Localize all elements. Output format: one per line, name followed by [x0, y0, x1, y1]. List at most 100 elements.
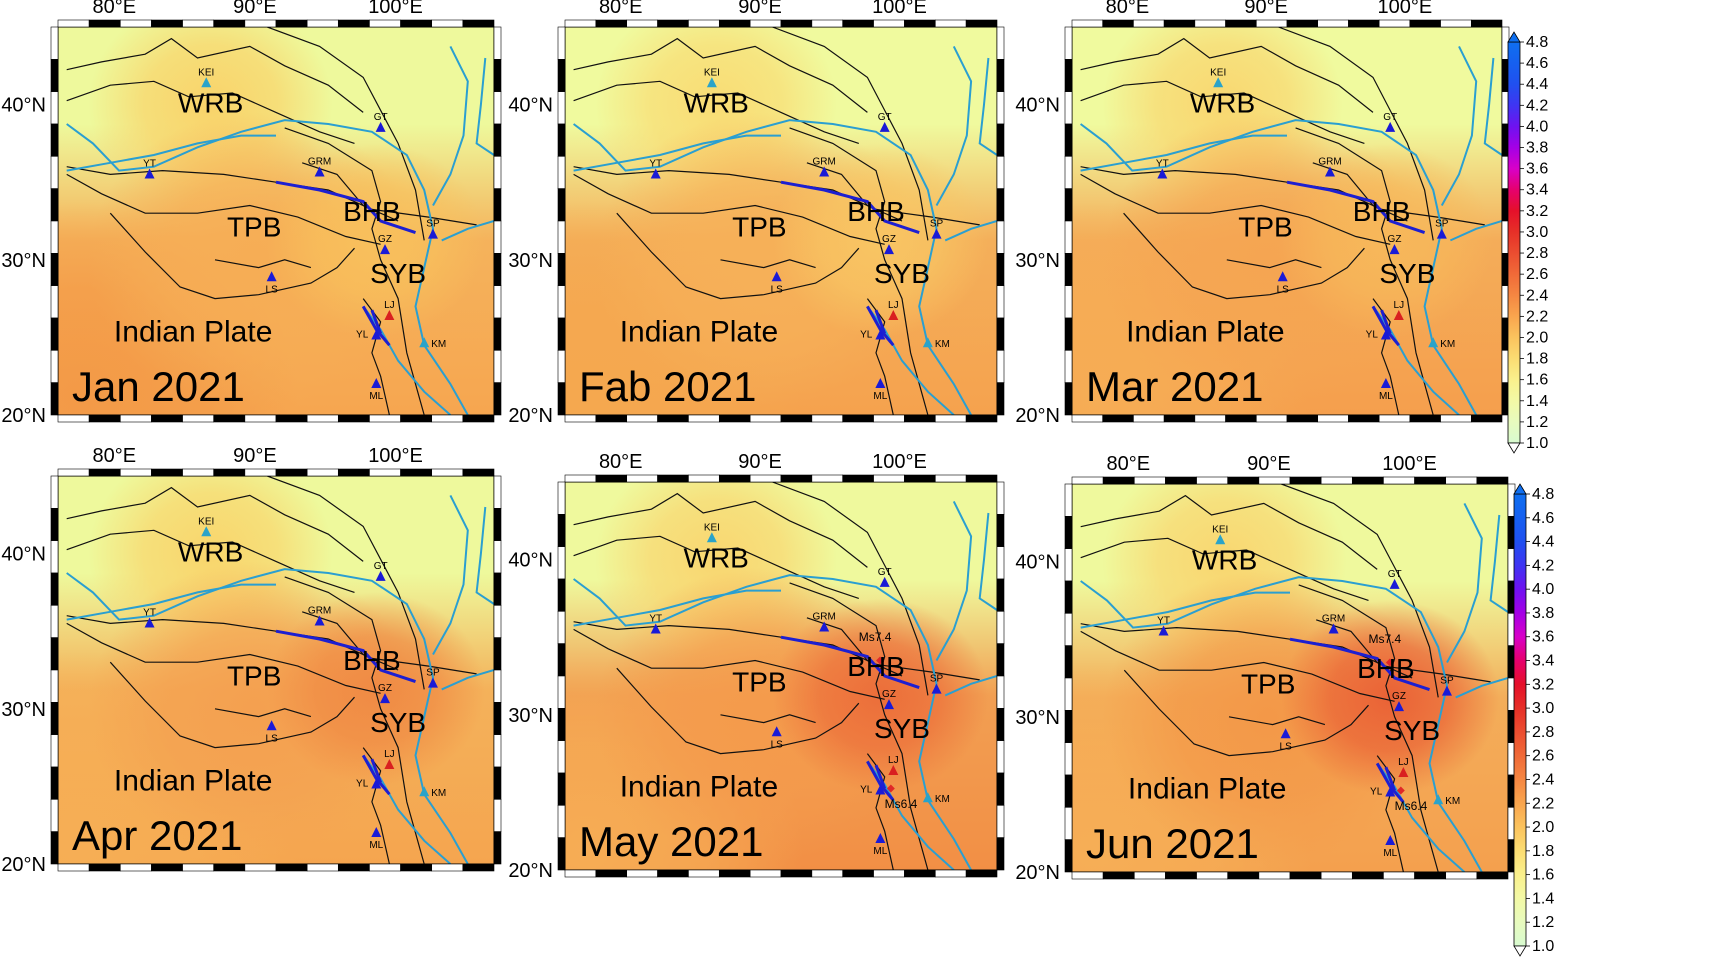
- colorbar-max-arrow: [1507, 31, 1521, 43]
- station-marker: [1433, 794, 1444, 805]
- region-label: WRB: [1192, 544, 1257, 575]
- frame-segment: [50, 382, 59, 416]
- longitude-tick-label: 90°E: [1247, 453, 1291, 475]
- river: [66, 119, 469, 415]
- frame-segment: [1476, 476, 1509, 485]
- frame-segment: [1225, 414, 1257, 423]
- frame-segment: [626, 869, 658, 878]
- block-boundary: [573, 37, 868, 113]
- frame-segment: [493, 285, 502, 319]
- frame-segment: [1440, 19, 1472, 28]
- longitude-tick-label: 90°E: [738, 451, 782, 473]
- frame-segment: [1133, 871, 1166, 880]
- value-field: KEI GT YT GRM SP GZ LS LJ YL KM ML WRB TPB BHB SYB Indi…: [565, 27, 997, 415]
- longitude-tick-label: 90°E: [1244, 0, 1288, 18]
- colorbar-tick-label: 3.8: [1526, 140, 1548, 157]
- station-label: GRM: [813, 157, 836, 168]
- river: [944, 675, 997, 697]
- station-marker: [266, 720, 277, 731]
- frame-segment: [996, 26, 1005, 60]
- frame-segment: [50, 702, 59, 735]
- frame-segment: [1476, 871, 1509, 880]
- frame-segment: [873, 414, 905, 423]
- station-marker: [1389, 244, 1400, 255]
- frame-segment: [244, 19, 277, 28]
- region-label: Indian Plate: [1126, 315, 1284, 348]
- station-label: YT: [143, 607, 156, 618]
- frame-segment: [557, 26, 566, 60]
- frame-segment: [557, 514, 566, 547]
- block-boundary: [573, 80, 859, 144]
- frame-segment: [749, 414, 782, 423]
- frame-segment: [996, 220, 1005, 254]
- frame-segment: [50, 91, 59, 125]
- frame-segment: [557, 91, 566, 125]
- station-marker: [884, 699, 894, 710]
- frame-segment: [50, 637, 59, 671]
- river: [1446, 502, 1483, 663]
- frame-segment: [996, 156, 1005, 189]
- frame-segment: [182, 468, 215, 477]
- earthquake-epicenter: [876, 656, 885, 665]
- frame-segment: [50, 317, 59, 351]
- river: [432, 45, 469, 206]
- region-label: BHB: [343, 196, 401, 227]
- block-boundary: [1298, 584, 1439, 872]
- month-label: Apr 2021: [72, 812, 242, 859]
- frame-segment: [557, 317, 566, 351]
- river: [1440, 45, 1478, 206]
- frame-segment: [369, 414, 401, 423]
- station-label: KEI: [198, 516, 214, 527]
- colorbar-tick-label: 4.8: [1532, 486, 1554, 503]
- station-marker: [314, 615, 325, 626]
- frame-segment: [564, 474, 597, 483]
- frame-segment: [50, 799, 59, 832]
- colorbar-tick-label: 3.4: [1526, 182, 1548, 199]
- station-label: KEI: [1210, 67, 1226, 78]
- station-marker: [1157, 168, 1168, 179]
- region-label: SYB: [370, 707, 426, 738]
- frame-segment: [337, 19, 370, 28]
- longitude-tick-label: 100°E: [368, 445, 423, 467]
- river: [935, 500, 973, 661]
- frame-segment: [493, 766, 502, 800]
- frame-segment: [493, 702, 502, 735]
- frame-segment: [50, 605, 59, 638]
- river: [1079, 119, 1478, 415]
- station-label: SP: [426, 668, 440, 679]
- frame-segment: [1470, 19, 1503, 28]
- frame-segment: [119, 19, 152, 28]
- region-label: BHB: [1357, 653, 1415, 684]
- frame-segment: [369, 19, 401, 28]
- value-field: KEI GT YT GRM SP GZ LS LJ YL KM ML Ms7.4 Ms6.4 WRB TPB…: [565, 482, 997, 870]
- region-label: TPB: [1241, 669, 1295, 700]
- colorbar-tick-label: 2.0: [1526, 329, 1548, 346]
- frame-segment: [151, 468, 183, 477]
- station-label: SP: [1435, 219, 1449, 230]
- block-boundary: [573, 535, 859, 599]
- frame-segment: [50, 508, 59, 541]
- region-label: WRB: [684, 542, 749, 573]
- colorbar-tick-label: 2.4: [1532, 771, 1554, 788]
- frame-segment: [557, 708, 566, 741]
- frame-segment: [1414, 476, 1447, 485]
- frame-segment: [749, 869, 782, 878]
- frame-segment: [1071, 476, 1104, 485]
- frame-segment: [400, 468, 433, 477]
- block-boundary: [789, 127, 929, 415]
- frame-segment: [557, 285, 566, 319]
- colorbar-tick-label: 4.0: [1532, 581, 1554, 598]
- block-boundary: [1281, 484, 1439, 698]
- river: [978, 512, 997, 611]
- frame-segment: [493, 382, 502, 416]
- region-label: TPB: [227, 661, 281, 692]
- frame-segment: [1383, 476, 1415, 485]
- colorbar-tick-label: 1.4: [1532, 890, 1554, 907]
- frame-segment: [50, 253, 59, 286]
- station-marker: [1394, 701, 1404, 712]
- frame-segment: [462, 414, 495, 423]
- frame-segment: [780, 474, 813, 483]
- frame-segment: [369, 468, 401, 477]
- frame-segment: [493, 188, 502, 222]
- station-label: SP: [426, 219, 440, 230]
